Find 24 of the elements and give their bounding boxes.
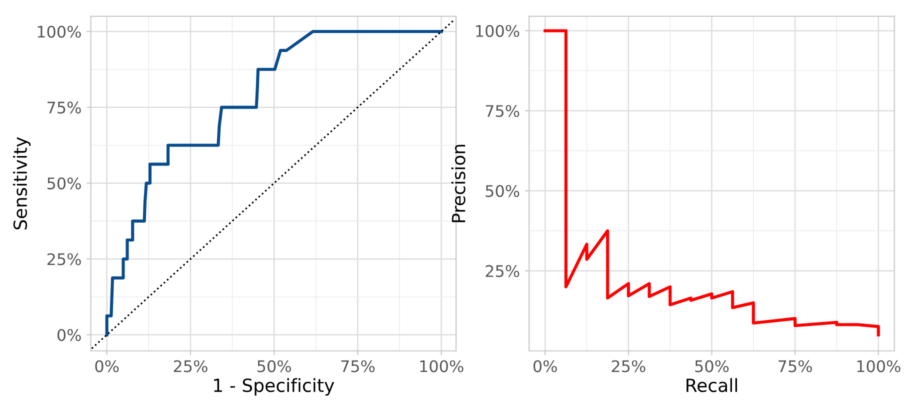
y-tick-label: 25% [486,265,520,278]
y-tick-label: 100% [476,24,520,38]
y-axis-title: Sensitivity [13,137,31,230]
x-tick-label: 50% [695,360,729,372]
x-tick-label: 0% [95,360,119,372]
x-tick-label: 25% [612,360,646,372]
y-tick-label: 100% [38,26,81,38]
x-axis-title: Recall [686,378,737,392]
x-tick-label: 75% [778,360,812,372]
line-series [544,29,880,336]
x-tick-label: 25% [174,360,208,372]
y-tick-label: 50% [486,185,520,198]
x-axis-title: 1 - Specificity [214,378,334,396]
x-tick-label: 100% [857,360,900,372]
x-tick-label: 75% [341,360,375,372]
y-axis-title: Precision [451,144,466,222]
x-tick-label: 100% [420,360,464,372]
y-tick-label: 75% [486,104,520,118]
y-tick-label: 25% [47,253,81,266]
y-tick-label: 50% [48,177,81,190]
x-tick-label: 0% [533,360,557,372]
y-tick-label: 0% [57,329,81,342]
x-tick-label: 50% [258,360,291,372]
y-tick-label: 75% [48,102,81,114]
